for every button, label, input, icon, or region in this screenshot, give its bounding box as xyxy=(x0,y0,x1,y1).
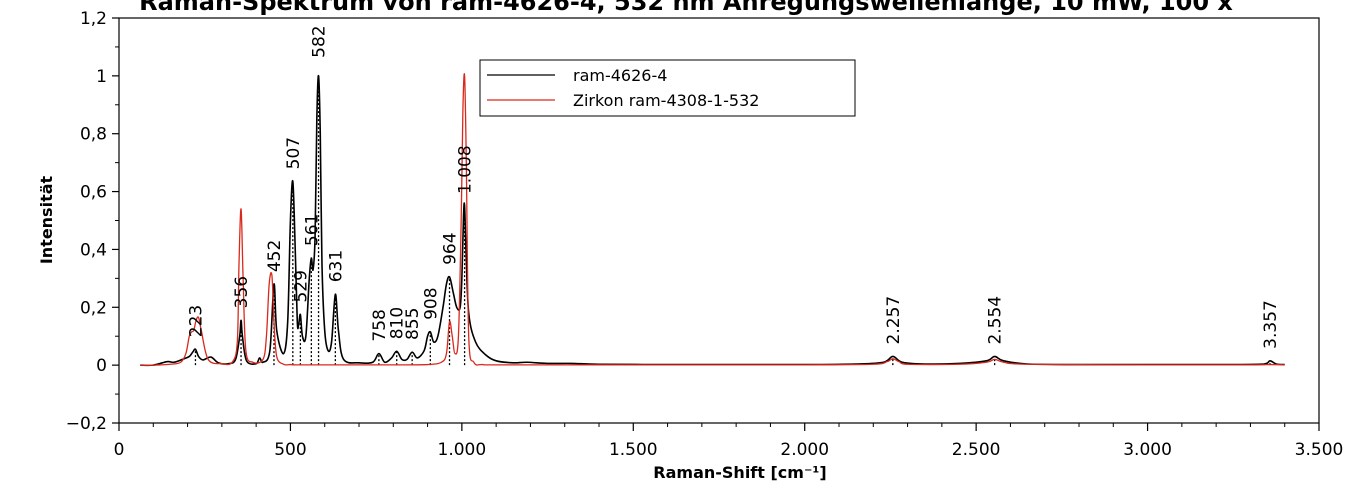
series-layer xyxy=(140,73,1285,367)
x-tick-label: 1.500 xyxy=(609,440,658,460)
peak-label-631: 631 xyxy=(326,250,346,282)
x-tick-label: 3.000 xyxy=(1123,440,1172,460)
peak-label-3.357: 3.357 xyxy=(1261,300,1281,349)
peak-label-452: 452 xyxy=(265,240,285,272)
legend-label-series-2: Zirkon ram-4308-1-532 xyxy=(573,91,759,110)
x-tick-label: 3.500 xyxy=(1295,440,1344,460)
peak-label-356: 356 xyxy=(232,276,252,308)
peak-markers xyxy=(194,75,1271,366)
x-axis: 0 500 1.000 1.500 2.000 2.500 3.000 3.500 xyxy=(114,423,1344,460)
y-tick-label: 1,2 xyxy=(80,9,107,29)
x-tick-label: 2.500 xyxy=(952,440,1001,460)
y-tick-label: 0 xyxy=(96,356,107,376)
peak-label-758: 758 xyxy=(370,309,390,341)
series-line-2 xyxy=(140,73,1285,366)
chart-title: Raman-Spektrum von ram-4626-4, 532 nm An… xyxy=(139,0,1233,16)
x-tick-label: 500 xyxy=(274,440,306,460)
peak-label-223: 223 xyxy=(187,305,207,337)
peak-label-582: 582 xyxy=(309,25,329,57)
peak-label-1.008: 1.008 xyxy=(456,145,476,194)
x-tick-label: 2.000 xyxy=(780,440,829,460)
y-tick-label: −0,2 xyxy=(66,414,107,434)
legend-label-series-1: ram-4626-4 xyxy=(573,66,667,85)
peak-label-810: 810 xyxy=(388,307,408,339)
legend-box xyxy=(479,59,856,117)
y-tick-label: 1 xyxy=(96,67,107,87)
y-tick-label: 0,4 xyxy=(80,240,107,260)
y-axis-title: Intensität xyxy=(37,175,56,264)
peak-label-2.554: 2.554 xyxy=(986,296,1006,345)
peak-label-561: 561 xyxy=(302,214,322,246)
peak-label-507: 507 xyxy=(284,137,304,169)
legend: ram-4626-4 Zirkon ram-4308-1-532 xyxy=(479,59,856,117)
y-tick-label: 0,8 xyxy=(80,125,107,145)
y-tick-label: 0,2 xyxy=(80,298,107,318)
peak-label-964: 964 xyxy=(441,232,461,264)
y-axis: −0,2 0 0,2 0,4 0,6 0,8 1 1,2 xyxy=(66,9,119,434)
peak-label-2.257: 2.257 xyxy=(884,296,904,345)
peak-label-855: 855 xyxy=(403,308,423,340)
x-axis-title: Raman-Shift [cm⁻¹] xyxy=(653,463,826,482)
y-tick-label: 0,6 xyxy=(80,183,107,203)
peak-label-529: 529 xyxy=(291,270,311,302)
x-tick-label: 1.000 xyxy=(438,440,487,460)
peak-label-908: 908 xyxy=(421,287,441,319)
x-tick-label: 0 xyxy=(114,440,125,460)
